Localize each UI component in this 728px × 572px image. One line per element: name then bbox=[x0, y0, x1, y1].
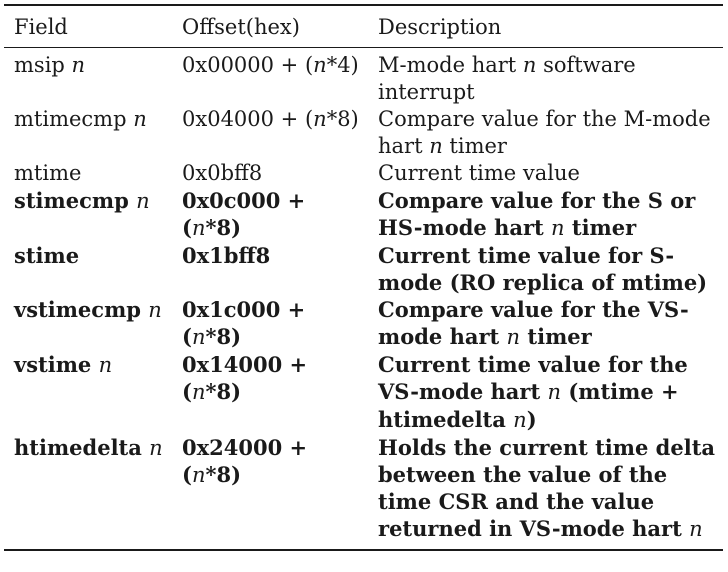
table-row: htimedelta n 0x24000 + (n*8) Holds the cur… bbox=[4, 434, 723, 551]
variable-n: n bbox=[191, 380, 206, 404]
description-text: Current time value bbox=[378, 161, 580, 185]
variable-n: n bbox=[313, 53, 327, 77]
cell-description: Compare value for the VS-mode hart n tim… bbox=[368, 296, 723, 351]
cell-offset: 0x1bff8 bbox=[172, 242, 368, 296]
cell-offset: 0x04000 + (n*8) bbox=[172, 106, 368, 160]
offset-text: 0x1c000 + ( bbox=[182, 297, 306, 349]
offset-text: *8) bbox=[205, 379, 241, 404]
field-text: htimedelta bbox=[14, 435, 150, 460]
variable-n: n bbox=[313, 107, 327, 131]
variable-n: n bbox=[522, 53, 537, 77]
cell-offset: 0x14000 + (n*8) bbox=[172, 351, 368, 434]
table-row: mtime 0x0bff8 Current time value bbox=[4, 160, 723, 187]
description-text: timer bbox=[520, 324, 592, 349]
table-row: mtimecmp n 0x04000 + (n*8) Compare value f… bbox=[4, 106, 723, 160]
variable-n: n bbox=[191, 325, 206, 349]
offset-text: 0x14000 + ( bbox=[182, 352, 308, 404]
table-row: stime 0x1bff8 Current time value for S-mod… bbox=[4, 242, 723, 296]
offset-text: *8) bbox=[326, 107, 359, 131]
variable-n: n bbox=[71, 53, 86, 77]
variable-n: n bbox=[191, 216, 206, 240]
variable-n: n bbox=[551, 216, 565, 240]
variable-n: n bbox=[429, 134, 443, 158]
offset-text: *4) bbox=[326, 53, 359, 77]
cell-offset: 0x0c000 + (n*8) bbox=[172, 187, 368, 242]
cell-field: mtime bbox=[4, 160, 172, 187]
table-row: stimecmp n 0x0c000 + (n*8) Compare value f… bbox=[4, 187, 723, 242]
cell-offset: 0x1c000 + (n*8) bbox=[172, 296, 368, 351]
offset-text: 0x1bff8 bbox=[182, 243, 271, 268]
variable-n: n bbox=[148, 298, 162, 322]
variable-n: n bbox=[136, 189, 150, 213]
cell-offset: 0x24000 + (n*8) bbox=[172, 434, 368, 551]
offset-text: 0x24000 + ( bbox=[182, 435, 308, 487]
offset-text: 0x00000 + ( bbox=[182, 53, 314, 77]
table-row: vstime n 0x14000 + (n*8) Current time valu… bbox=[4, 351, 723, 434]
cell-description: Current time value for S-mode (RO replic… bbox=[368, 242, 723, 296]
header-offset: Offset(hex) bbox=[172, 4, 368, 48]
variable-n: n bbox=[191, 463, 206, 487]
variable-n: n bbox=[98, 353, 113, 377]
cell-description: Current time value bbox=[368, 160, 723, 187]
cell-field: vstime n bbox=[4, 351, 172, 434]
header-field: Field bbox=[4, 4, 172, 48]
cell-field: htimedelta n bbox=[4, 434, 172, 551]
description-text: timer bbox=[564, 215, 637, 240]
cell-field: stimecmp n bbox=[4, 187, 172, 242]
field-text: msip bbox=[14, 53, 72, 77]
description-text: software interrupt bbox=[378, 53, 636, 104]
header-description: Description bbox=[368, 4, 723, 48]
cell-field: mtimecmp n bbox=[4, 106, 172, 160]
field-text: vstimecmp bbox=[14, 297, 149, 322]
variable-n: n bbox=[547, 380, 562, 404]
offset-text: *8) bbox=[205, 462, 241, 487]
cell-field: vstimecmp n bbox=[4, 296, 172, 351]
field-text: mtime bbox=[14, 161, 82, 185]
cell-description: Compare value for the M-mode hart n time… bbox=[368, 106, 723, 160]
offset-text: 0x0bff8 bbox=[182, 161, 263, 185]
cell-field: msip n bbox=[4, 48, 172, 107]
variable-n: n bbox=[689, 517, 703, 541]
table-row: msip n 0x00000 + (n*4) M-mode hart n softw… bbox=[4, 48, 723, 107]
description-text: Holds the current time delta between the… bbox=[378, 435, 716, 541]
table-row: vstimecmp n 0x1c000 + (n*8) Compare value … bbox=[4, 296, 723, 351]
offset-text: 0x0c000 + ( bbox=[182, 188, 306, 240]
description-text: ) bbox=[526, 407, 537, 432]
table-header: Field Offset(hex) Description bbox=[4, 4, 723, 48]
field-text: stime bbox=[14, 243, 80, 268]
description-text: (mtime + htimedelta bbox=[378, 379, 679, 432]
variable-n: n bbox=[513, 408, 527, 432]
description-text: Current time value for S-mode (RO replic… bbox=[378, 243, 708, 295]
table-body: msip n 0x00000 + (n*4) M-mode hart n softw… bbox=[4, 48, 723, 551]
cell-description: Compare value for the S or HS-mode hart … bbox=[368, 187, 723, 242]
cell-field: stime bbox=[4, 242, 172, 296]
header-row: Field Offset(hex) Description bbox=[4, 4, 723, 48]
field-text: stimecmp bbox=[14, 188, 137, 213]
register-table-container: Field Offset(hex) Description msip n 0x00… bbox=[4, 4, 723, 551]
variable-n: n bbox=[149, 436, 163, 460]
cell-description: Holds the current time delta between the… bbox=[368, 434, 723, 551]
cell-description: M-mode hart n software interrupt bbox=[368, 48, 723, 107]
description-text: Compare value for the S or HS-mode hart bbox=[378, 188, 696, 240]
cell-offset: 0x00000 + (n*4) bbox=[172, 48, 368, 107]
register-map-table: Field Offset(hex) Description msip n 0x00… bbox=[4, 4, 723, 551]
description-text: timer bbox=[442, 134, 507, 158]
offset-text: 0x04000 + ( bbox=[182, 107, 314, 131]
cell-description: Current time value for the VS-mode hart … bbox=[368, 351, 723, 434]
description-text: Compare value for the M-mode hart bbox=[378, 107, 711, 158]
field-text: vstime bbox=[14, 352, 99, 377]
variable-n: n bbox=[506, 325, 521, 349]
description-text: M-mode hart bbox=[378, 53, 523, 77]
description-text: Compare value for the VS-mode hart bbox=[378, 297, 689, 349]
field-text: mtimecmp bbox=[14, 107, 134, 131]
description-text: Current time value for the VS-mode hart bbox=[378, 352, 688, 404]
variable-n: n bbox=[133, 107, 147, 131]
offset-text: *8) bbox=[205, 215, 241, 240]
offset-text: *8) bbox=[205, 324, 241, 349]
cell-offset: 0x0bff8 bbox=[172, 160, 368, 187]
